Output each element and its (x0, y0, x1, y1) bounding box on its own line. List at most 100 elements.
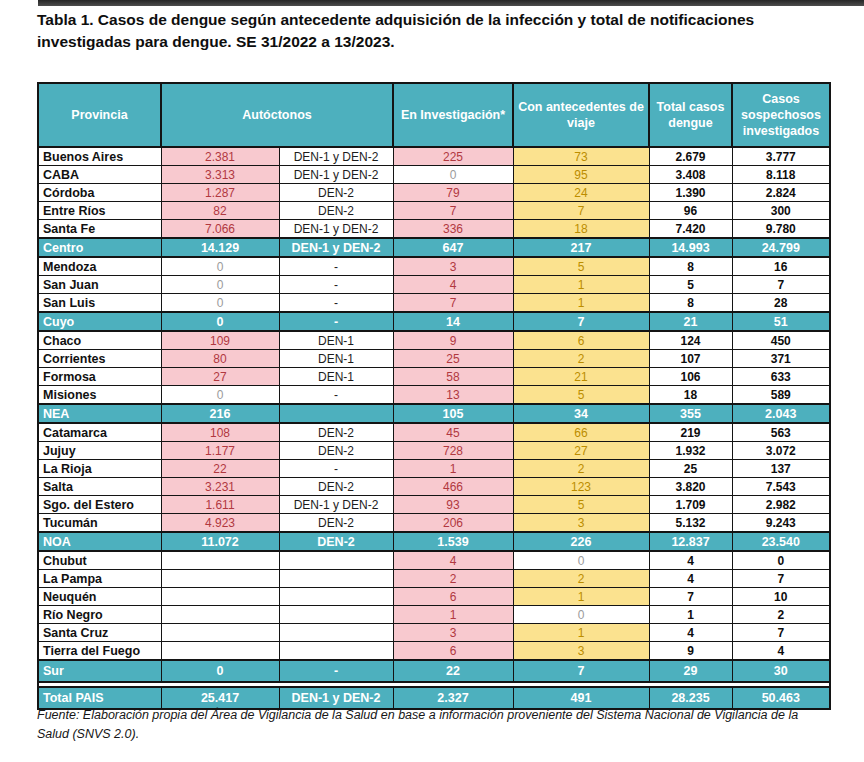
cell-en-investigacion: 45 (393, 423, 513, 442)
province-name: Misiones (38, 386, 161, 405)
col-header-sospechosos: Casos sospechosos investigados (732, 83, 830, 147)
cell-antecedentes-viaje: 27 (513, 442, 649, 460)
cell-antecedentes-viaje: 2 (513, 460, 649, 478)
cell-autoctonos-count: 1.611 (161, 496, 279, 514)
cell-en-investigacion: 105 (393, 404, 513, 423)
cell-antecedentes-viaje: 5 (513, 257, 649, 276)
province-row: Salta3.231DEN-24661233.8207.543 (38, 478, 830, 496)
cell-autoctonos-serotype: DEN-1 y DEN-2 (279, 220, 393, 239)
province-row: Catamarca108DEN-24566219563 (38, 423, 830, 442)
cell-autoctonos-serotype: DEN-2 (279, 532, 393, 551)
province-name: Tierra del Fuego (38, 642, 161, 661)
cell-sospechosos-investigados: 300 (732, 202, 830, 220)
province-row: Chaco109DEN-196124450 (38, 331, 830, 350)
province-row: Mendoza0-35816 (38, 257, 830, 276)
province-name: Salta (38, 478, 161, 496)
cell-autoctonos-serotype: - (279, 460, 393, 478)
cell-en-investigacion: 93 (393, 496, 513, 514)
cell-antecedentes-viaje: 34 (513, 404, 649, 423)
cell-total-casos: 1.390 (649, 184, 732, 202)
region-total-row: Centro14.129DEN-1 y DEN-264721714.99324.… (38, 238, 830, 257)
cell-total-casos: 5 (649, 276, 732, 294)
cell-antecedentes-viaje: 1 (513, 294, 649, 313)
cell-antecedentes-viaje: 95 (513, 166, 649, 184)
cell-autoctonos-count: 0 (161, 294, 279, 313)
cell-sospechosos-investigados: 0 (732, 551, 830, 570)
province-name: Neuquén (38, 588, 161, 606)
cell-autoctonos-count (161, 624, 279, 642)
cell-en-investigacion: 1 (393, 460, 513, 478)
cell-total-casos: 107 (649, 350, 732, 368)
province-name: San Luis (38, 294, 161, 313)
table-header: Provincia Autóctonos En Investigación* C… (38, 83, 830, 147)
province-row: Chubut4040 (38, 551, 830, 570)
cell-antecedentes-viaje: 3 (513, 642, 649, 661)
province-row: Córdoba1.287DEN-279241.3902.824 (38, 184, 830, 202)
dengue-table-container: Provincia Autóctonos En Investigación* C… (37, 82, 831, 710)
province-row: Entre Ríos82DEN-27796300 (38, 202, 830, 220)
province-name: La Pampa (38, 570, 161, 588)
cell-sospechosos-investigados: 137 (732, 460, 830, 478)
cell-antecedentes-viaje: 0 (513, 551, 649, 570)
cell-en-investigacion: 1.539 (393, 532, 513, 551)
cell-total-casos: 124 (649, 331, 732, 350)
province-row: Santa Cruz3147 (38, 624, 830, 642)
cell-autoctonos-count (161, 570, 279, 588)
cell-autoctonos-count: 0 (161, 276, 279, 294)
cell-autoctonos-serotype: - (279, 660, 393, 682)
cell-autoctonos-count: 0 (161, 660, 279, 682)
cell-sospechosos-investigados: 563 (732, 423, 830, 442)
cell-autoctonos-serotype: DEN-2 (279, 442, 393, 460)
region-name: NEA (38, 404, 161, 423)
province-row: Tucumán4.923DEN-220635.1329.243 (38, 514, 830, 533)
cell-antecedentes-viaje: 1 (513, 624, 649, 642)
province-row: Formosa27DEN-15821106633 (38, 368, 830, 386)
cell-autoctonos-count: 1.287 (161, 184, 279, 202)
cell-antecedentes-viaje: 1 (513, 588, 649, 606)
province-name: Buenos Aires (38, 147, 161, 166)
cell-autoctonos-count (161, 588, 279, 606)
cell-en-investigacion: 58 (393, 368, 513, 386)
cell-antecedentes-viaje: 7 (513, 312, 649, 331)
cell-autoctonos-serotype: DEN-1 (279, 350, 393, 368)
cell-en-investigacion: 728 (393, 442, 513, 460)
cell-autoctonos-serotype: DEN-2 (279, 514, 393, 533)
cell-sospechosos-investigados: 10 (732, 588, 830, 606)
cell-en-investigacion: 25 (393, 350, 513, 368)
cell-en-investigacion: 22 (393, 660, 513, 682)
cell-autoctonos-serotype: DEN-1 y DEN-2 (279, 238, 393, 257)
cell-total-casos: 29 (649, 660, 732, 682)
province-name: La Rioja (38, 460, 161, 478)
cell-sospechosos-investigados: 9.243 (732, 514, 830, 533)
cell-en-investigacion: 336 (393, 220, 513, 239)
province-name: Sgo. del Estero (38, 496, 161, 514)
cell-autoctonos-serotype: DEN-1 y DEN-2 (279, 147, 393, 166)
cell-sospechosos-investigados: 24.799 (732, 238, 830, 257)
cell-total-casos: 355 (649, 404, 732, 423)
cell-antecedentes-viaje: 73 (513, 147, 649, 166)
cell-autoctonos-serotype (279, 624, 393, 642)
cell-autoctonos-count: 0 (161, 312, 279, 331)
cell-autoctonos-serotype (279, 551, 393, 570)
cell-sospechosos-investigados: 7.543 (732, 478, 830, 496)
cell-autoctonos-serotype: DEN-2 (279, 478, 393, 496)
cell-antecedentes-viaje: 2 (513, 350, 649, 368)
cell-total-casos: 12.837 (649, 532, 732, 551)
cell-autoctonos-count: 0 (161, 257, 279, 276)
region-name: Centro (38, 238, 161, 257)
cell-en-investigacion: 6 (393, 642, 513, 661)
cell-en-investigacion: 7 (393, 294, 513, 313)
cell-total-casos: 1.709 (649, 496, 732, 514)
cell-antecedentes-viaje: 3 (513, 514, 649, 533)
col-header-autoctonos: Autóctonos (161, 83, 393, 147)
cell-autoctonos-count: 11.072 (161, 532, 279, 551)
cell-en-investigacion: 2 (393, 570, 513, 588)
cell-sospechosos-investigados: 2.824 (732, 184, 830, 202)
cell-autoctonos-count: 4.923 (161, 514, 279, 533)
cell-total-casos: 9 (649, 642, 732, 661)
province-name: Formosa (38, 368, 161, 386)
cell-autoctonos-serotype: DEN-2 (279, 423, 393, 442)
table-body: Buenos Aires2.381DEN-1 y DEN-2225732.679… (38, 147, 830, 709)
cell-total-casos: 7.420 (649, 220, 732, 239)
region-name: Cuyo (38, 312, 161, 331)
